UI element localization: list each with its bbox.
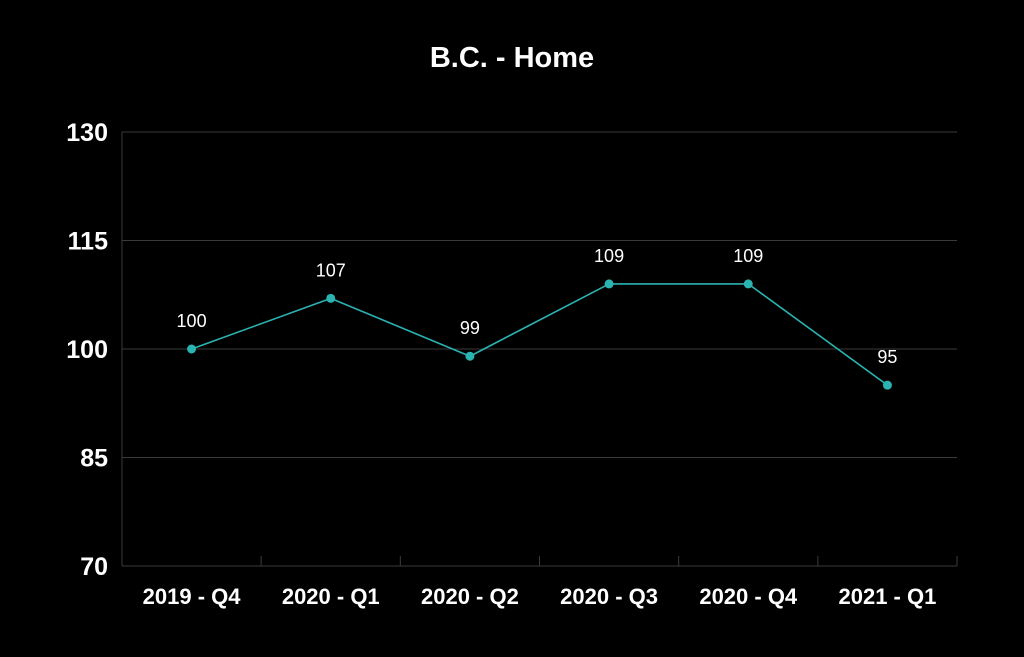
- x-tick-labels: 2019 - Q4 2020 - Q1 2020 - Q2 2020 - Q3 2020…: [143, 584, 937, 609]
- data-point: [882, 380, 892, 390]
- x-tick-label: 2020 - Q4: [699, 584, 798, 609]
- chart-title: B.C. - Home: [430, 42, 594, 74]
- data-point: [326, 293, 336, 303]
- y-tick-labels: 70 85 100 115 130: [66, 119, 108, 581]
- data-point: [743, 279, 753, 289]
- y-tick-label: 100: [66, 336, 108, 364]
- x-tick-label: 2019 - Q4: [143, 584, 242, 609]
- y-tick-label: 70: [80, 553, 108, 581]
- data-label: 100: [177, 311, 207, 331]
- y-tick-label: 130: [66, 119, 108, 147]
- data-label: 109: [733, 246, 763, 266]
- data-label: 109: [594, 246, 624, 266]
- y-tick-label: 85: [80, 445, 108, 473]
- gridlines: [122, 131, 957, 458]
- data-label: 95: [877, 347, 897, 367]
- data-point: [465, 351, 475, 361]
- data-label: 99: [460, 318, 480, 338]
- data-point: [187, 344, 197, 354]
- x-tick-label: 2020 - Q2: [421, 584, 519, 609]
- data-label: 107: [316, 260, 346, 280]
- series-line: [191, 283, 888, 386]
- axes: [121, 132, 958, 567]
- x-tick-label: 2020 - Q3: [560, 584, 658, 609]
- y-tick-label: 115: [68, 228, 108, 256]
- series-layer: [187, 279, 892, 390]
- data-labels: 100 107 99 109 109 95: [177, 246, 898, 367]
- x-tick-label: 2020 - Q1: [282, 584, 380, 609]
- data-point: [604, 279, 614, 289]
- x-tick-label: 2021 - Q1: [838, 584, 936, 609]
